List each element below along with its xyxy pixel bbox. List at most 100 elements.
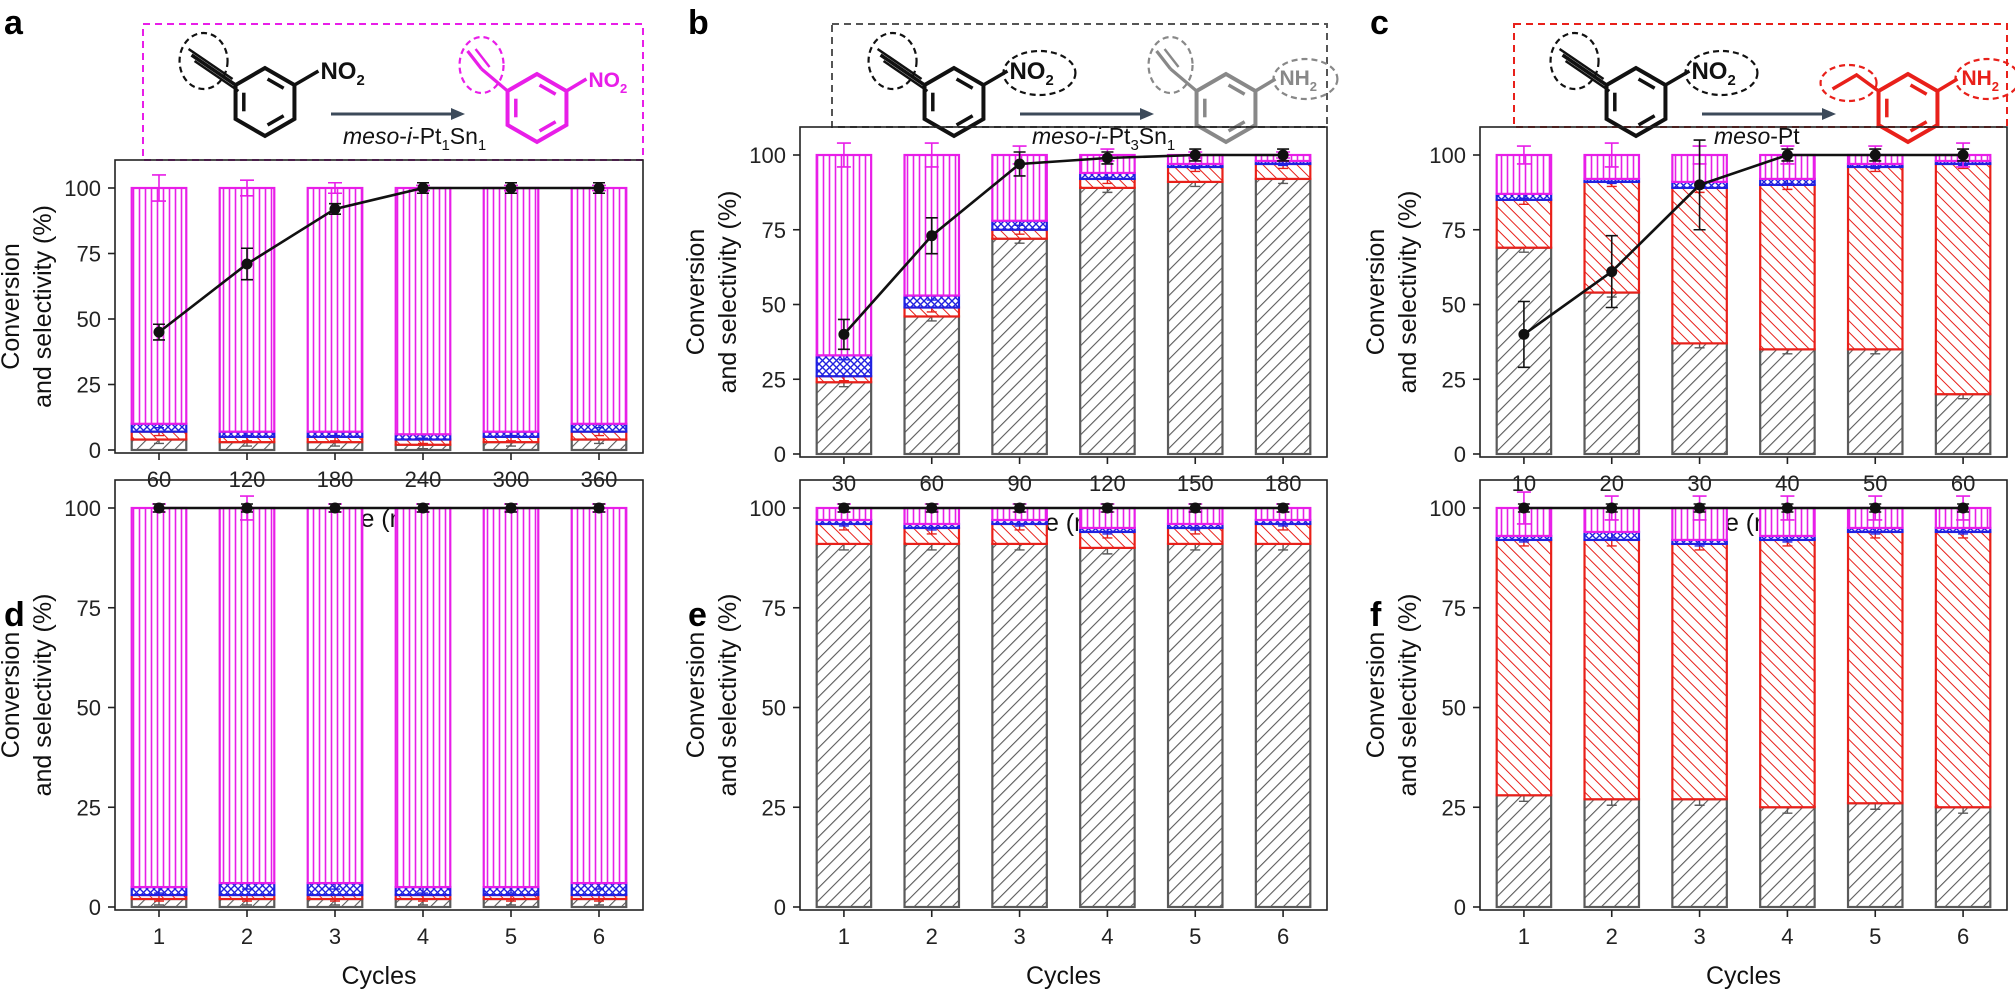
product-ring-1-double-2 — [1227, 83, 1246, 96]
bar-b-3-seg0 — [1079, 186, 1136, 456]
bar-b-2-seg0 — [991, 237, 1048, 456]
bar-c-3-seg0 — [1759, 348, 1816, 456]
y-axis-label-a: Conversion and selectivity (%) — [0, 205, 57, 408]
x-tick-label-d-4: 5 — [505, 924, 517, 949]
conversion-point-a-4 — [505, 182, 517, 194]
product-alkene2-0 — [466, 50, 483, 70]
product-alkene3-1 — [1163, 48, 1180, 68]
y-axis-label-line2-c: and selectivity (%) — [1394, 191, 1422, 394]
conversion-point-d-0 — [153, 502, 165, 514]
product-group-circle-2 — [1954, 57, 2015, 101]
plot-frame-a — [114, 159, 644, 454]
bar-e-3-seg0 — [1079, 546, 1136, 909]
y-tick-label-f-2: 50 — [1442, 696, 1466, 721]
panel-label-b: b — [688, 4, 709, 42]
y-tick-label-c-3: 75 — [1442, 218, 1466, 243]
bar-f-4-seg1 — [1846, 530, 1904, 805]
y-axis-label-line2-e: and selectivity (%) — [714, 594, 742, 797]
reactant-nitro-label-0: NO2 — [320, 58, 364, 89]
bar-d-2-seg3 — [306, 506, 364, 885]
y-tick-label-e-3: 75 — [762, 596, 786, 621]
reaction-scheme-a: NO2 meso-i-Pt1Sn1 NO2 — [142, 23, 644, 161]
conversion-point-a-5 — [593, 182, 605, 194]
chart-panel-c: 0 25 50 75 100 Conversion and selectivity (%) 1… — [1362, 126, 2008, 537]
err-top-c-0 — [1516, 145, 1531, 165]
conversion-point-e-1 — [926, 502, 938, 514]
panel-label-a: a — [4, 4, 24, 42]
x-tick-label-e-4: 5 — [1189, 924, 1201, 949]
conversion-line-a — [158, 186, 599, 334]
x-tick-label-f-4: 5 — [1869, 924, 1881, 949]
bar-a-1-seg3 — [218, 186, 276, 433]
x-tick-label-c-1: 20 — [1600, 471, 1624, 496]
y-axis-label-e: Conversion and selectivity (%) — [682, 594, 742, 797]
conversion-point-b-4 — [1189, 149, 1201, 161]
plot-frame-b — [799, 126, 1328, 458]
product-group-bond-2 — [1936, 77, 1959, 93]
bar-e-0-seg0 — [815, 542, 873, 909]
x-tick-label-c-5: 60 — [1951, 471, 1975, 496]
y-tick-label-c-4: 100 — [1429, 143, 1466, 168]
y-tick-label-e-1: 25 — [762, 795, 786, 820]
conversion-line-b — [842, 153, 1284, 336]
conversion-point-d-3 — [417, 502, 429, 514]
y-axis-label-line2-f: and selectivity (%) — [1394, 594, 1422, 797]
scheme-box-a — [142, 23, 644, 161]
conversion-point-a-2 — [329, 203, 341, 215]
y-axis-label-d: Conversion and selectivity (%) — [0, 594, 57, 797]
bar-b-1-seg0 — [903, 315, 961, 456]
reactant-nitro-bond-0 — [293, 69, 320, 87]
conversion-point-f-4 — [1869, 502, 1881, 514]
conversion-point-b-2 — [1014, 158, 1026, 170]
x-tick-label-b-3: 120 — [1089, 471, 1126, 496]
arrow-head-1 — [1140, 108, 1154, 120]
product-group-circle-1 — [1272, 57, 1339, 101]
x-tick-label-b-1: 60 — [920, 471, 944, 496]
bar-f-2-seg0 — [1671, 798, 1728, 909]
product-group-label-2: NH2 — [1961, 67, 1999, 94]
bar-d-4-seg3 — [482, 506, 540, 889]
bar-f-5-seg1 — [1934, 530, 1992, 809]
arrow-head-2 — [1822, 108, 1836, 120]
y-tick-label-a-4: 100 — [64, 176, 101, 201]
bar-e-2-seg0 — [991, 542, 1048, 909]
chart-panel-b: 0 25 50 75 100 Conversion and selectivity (%) 3… — [682, 126, 1328, 537]
x-axis-label-f: Cycles — [1706, 962, 1781, 990]
y-axis-label-line1-f: Conversion — [1362, 632, 1390, 758]
plot-frame-d — [114, 479, 644, 911]
product-ethyl-circle-2 — [1819, 63, 1878, 103]
product-group-label-1: NH2 — [1279, 67, 1317, 94]
reactant-alkyne3-1 — [882, 59, 929, 93]
conversion-point-f-3 — [1781, 502, 1793, 514]
x-tick-label-e-5: 6 — [1277, 924, 1289, 949]
product-group-bond-1 — [1254, 77, 1277, 93]
conversion-point-f-1 — [1606, 502, 1618, 514]
x-tick-label-e-0: 1 — [838, 924, 850, 949]
x-tick-label-f-3: 4 — [1781, 924, 1793, 949]
product-ring-0-double-2 — [538, 83, 557, 96]
bar-c-5-seg1 — [1934, 162, 1992, 396]
x-tick-label-d-2: 3 — [329, 924, 341, 949]
bar-a-2-seg3 — [306, 186, 364, 433]
conversion-point-e-4 — [1189, 502, 1201, 514]
x-tick-label-f-0: 1 — [1518, 924, 1530, 949]
y-tick-label-b-2: 50 — [762, 293, 786, 318]
y-tick-label-b-3: 75 — [762, 218, 786, 243]
panel-label-d: d — [4, 596, 25, 634]
catalyst-label-0: meso-i-Pt1Sn1 — [343, 123, 486, 154]
bar-e-5-seg0 — [1254, 542, 1312, 909]
product-group-label-0: NO2 — [588, 69, 627, 96]
x-tick-label-c-2: 30 — [1687, 471, 1711, 496]
reactant-alkyne-0 — [190, 53, 237, 87]
conversion-point-a-1 — [241, 258, 253, 270]
x-tick-label-d-3: 4 — [417, 924, 429, 949]
bar-d-3-seg3 — [394, 506, 452, 889]
plot-frame-e — [799, 479, 1328, 911]
y-tick-label-c-0: 0 — [1454, 442, 1466, 467]
x-tick-label-d-1: 2 — [241, 924, 253, 949]
conversion-point-f-0 — [1518, 502, 1530, 514]
bar-b-0-seg0 — [815, 381, 873, 456]
conversion-point-c-0 — [1518, 328, 1530, 340]
reactant-nitro-label-2: NO2 — [1691, 58, 1735, 89]
